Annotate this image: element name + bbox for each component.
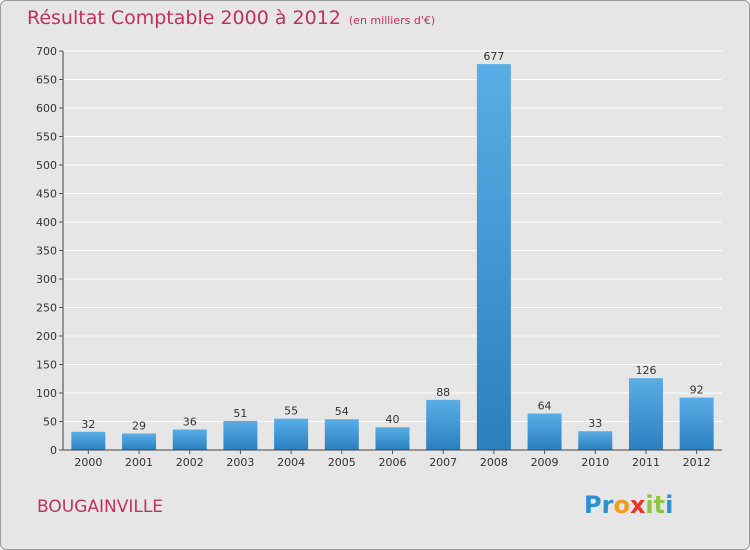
- data-label: 55: [284, 405, 298, 418]
- bar: [679, 397, 714, 450]
- proxiti-logo: Proxiti: [584, 491, 673, 519]
- x-tick-label: 2010: [581, 456, 609, 469]
- title-row: Résultat Comptable 2000 à 2012 (en millie…: [27, 7, 435, 29]
- logo-letter: i: [645, 491, 654, 519]
- bar: [122, 433, 157, 450]
- bar: [324, 419, 359, 450]
- y-tick-label: 300: [36, 273, 57, 286]
- x-tick-label: 2001: [125, 456, 153, 469]
- y-tick-label: 550: [36, 131, 57, 144]
- y-tick-label: 150: [36, 359, 57, 372]
- chart-subtitle: (en milliers d'€): [348, 14, 436, 27]
- y-tick-label: 700: [36, 45, 57, 58]
- x-tick-label: 2003: [226, 456, 254, 469]
- bar: [578, 431, 613, 450]
- y-tick-label: 200: [36, 330, 57, 343]
- y-tick-label: 250: [36, 302, 57, 315]
- bar: [476, 64, 511, 451]
- bar: [375, 427, 410, 450]
- data-label: 32: [81, 418, 95, 431]
- y-tick-label: 350: [36, 245, 57, 258]
- data-label: 51: [233, 407, 247, 420]
- x-tick-label: 2004: [277, 456, 305, 469]
- data-label: 40: [386, 413, 400, 426]
- bar: [274, 418, 309, 450]
- logo-letter: t: [653, 491, 666, 519]
- y-tick-label: 400: [36, 216, 57, 229]
- logo-letter: P: [584, 491, 602, 519]
- x-tick-label: 2005: [328, 456, 356, 469]
- town-name: BOUGAINVILLE: [37, 497, 164, 517]
- data-label: 88: [436, 386, 450, 399]
- bar: [223, 420, 258, 450]
- y-tick-label: 0: [50, 444, 57, 457]
- data-label: 36: [183, 415, 197, 428]
- data-label: 677: [483, 50, 504, 63]
- y-tick-label: 600: [36, 102, 57, 115]
- y-tick-label: 650: [36, 74, 57, 87]
- data-label: 126: [635, 364, 656, 377]
- data-label: 33: [588, 417, 602, 430]
- logo-letter: x: [629, 491, 646, 519]
- y-tick-label: 450: [36, 188, 57, 201]
- x-tick-label: 2002: [176, 456, 204, 469]
- x-tick-label: 2012: [683, 456, 711, 469]
- data-label: 54: [335, 405, 349, 418]
- data-label: 64: [538, 400, 552, 413]
- y-tick-label: 50: [43, 416, 57, 429]
- chart-title: Résultat Comptable 2000 à 2012: [27, 7, 341, 29]
- logo-letter: r: [601, 491, 614, 519]
- x-tick-label: 2000: [74, 456, 102, 469]
- y-tick-label: 500: [36, 159, 57, 172]
- x-tick-label: 2007: [429, 456, 457, 469]
- logo-letter: o: [613, 491, 630, 519]
- y-tick-label: 100: [36, 387, 57, 400]
- x-tick-label: 2006: [379, 456, 407, 469]
- data-label: 29: [132, 419, 146, 432]
- logo-letter: i: [665, 491, 674, 519]
- x-tick-label: 2008: [480, 456, 508, 469]
- data-label: 92: [690, 384, 704, 397]
- bar: [628, 378, 663, 450]
- bar: [172, 429, 207, 450]
- bar: [527, 413, 562, 450]
- bar: [71, 431, 106, 450]
- bar: [426, 399, 461, 450]
- x-tick-label: 2009: [531, 456, 559, 469]
- x-tick-label: 2011: [632, 456, 660, 469]
